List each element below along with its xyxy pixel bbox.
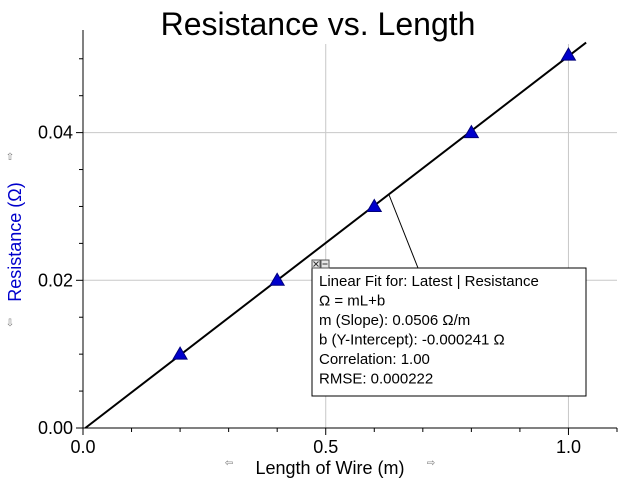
arrow-up-icon[interactable]: ⇧ [6, 152, 14, 163]
data-point [463, 124, 480, 139]
data-point [269, 272, 286, 286]
arrow-right-icon[interactable]: ⇨ [427, 458, 435, 469]
close-icon[interactable] [311, 259, 321, 269]
y-tick-label: 0.04 [38, 123, 73, 143]
data-point [366, 198, 383, 212]
fit-text-line: Linear Fit for: Latest | Resistance [319, 273, 539, 290]
fit-text-line: b (Y-Intercept): -0.000241 Ω [319, 332, 505, 349]
x-tick-label: 0.5 [313, 437, 338, 457]
fit-text-line: m (Slope): 0.0506 Ω/m [319, 312, 470, 329]
axes [82, 30, 617, 429]
x-tick-label: 1.0 [556, 437, 581, 457]
ticks: 0.0 0.5 1.0 0.00 0.02 0.04 [38, 58, 618, 457]
fit-line-group [84, 41, 587, 429]
x-tick-label: 0.0 [70, 437, 95, 457]
y-axis-label: Resistance (Ω) [5, 182, 25, 302]
fit-line [84, 41, 587, 429]
x-axis-label: Length of Wire (m) [255, 458, 404, 478]
data-point [172, 346, 188, 360]
chart-title: Resistance vs. Length [161, 6, 476, 42]
y-tick-label: 0.00 [38, 418, 73, 438]
y-tick-label: 0.02 [38, 270, 73, 290]
fit-box-frame [311, 267, 587, 397]
data-point [560, 47, 577, 61]
minimize-icon[interactable] [320, 259, 330, 269]
arrow-down-icon[interactable]: ⇩ [6, 318, 14, 329]
arrow-left-icon[interactable]: ⇦ [225, 458, 233, 469]
fit-leader-line [388, 194, 419, 269]
fit-text-line: Correlation: 1.00 [319, 351, 430, 368]
fit-text-line: RMSE: 0.000222 [319, 371, 433, 388]
fit-annotation-box[interactable]: Linear Fit for: Latest | Resistance Ω = m… [311, 194, 587, 397]
fit-text-line: Ω = mL+b [319, 293, 385, 310]
data-points [172, 47, 577, 360]
